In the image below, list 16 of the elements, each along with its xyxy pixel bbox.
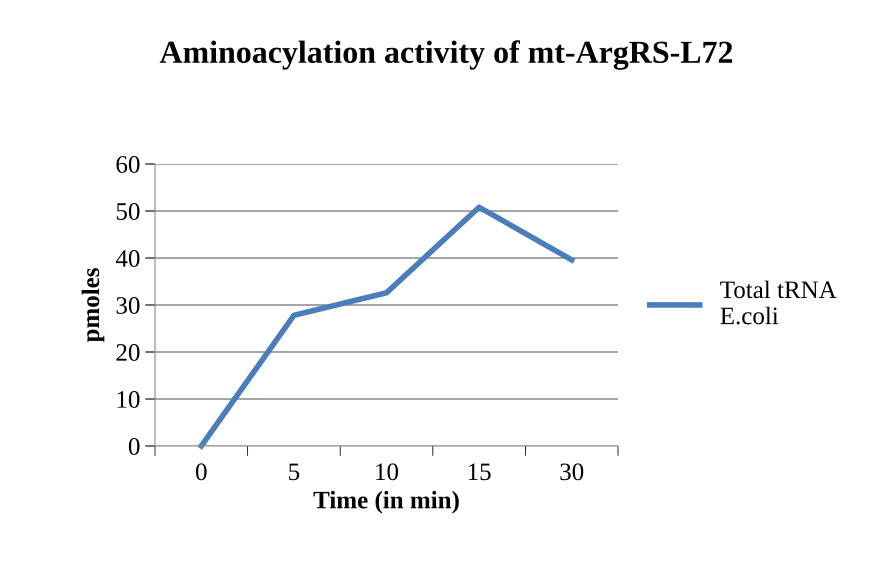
y-tick-label: 60 — [116, 156, 140, 173]
x-tick-label: 10 — [376, 463, 398, 480]
y-tick-label: 50 — [116, 203, 140, 220]
x-tick-label: 5 — [289, 464, 300, 480]
x-tick-label: 30 — [560, 463, 584, 480]
x-tick-label: 15 — [468, 464, 491, 480]
y-axis-title: pmoles — [82, 268, 104, 342]
y-tick-label: 10 — [118, 391, 140, 408]
legend-label: Total tRNA E.coli — [720, 280, 837, 324]
chart-title: Aminoacylation activity of mt-ArgRS-L72 — [160, 40, 732, 70]
x-tick-label: 0 — [196, 463, 207, 480]
y-tick-label: 40 — [116, 250, 140, 267]
y-tick-label: 20 — [116, 344, 140, 361]
x-axis-title: Time (in min) — [314, 490, 459, 514]
y-tick-label: 30 — [116, 297, 140, 314]
y-tick-label: 0 — [128, 438, 140, 455]
